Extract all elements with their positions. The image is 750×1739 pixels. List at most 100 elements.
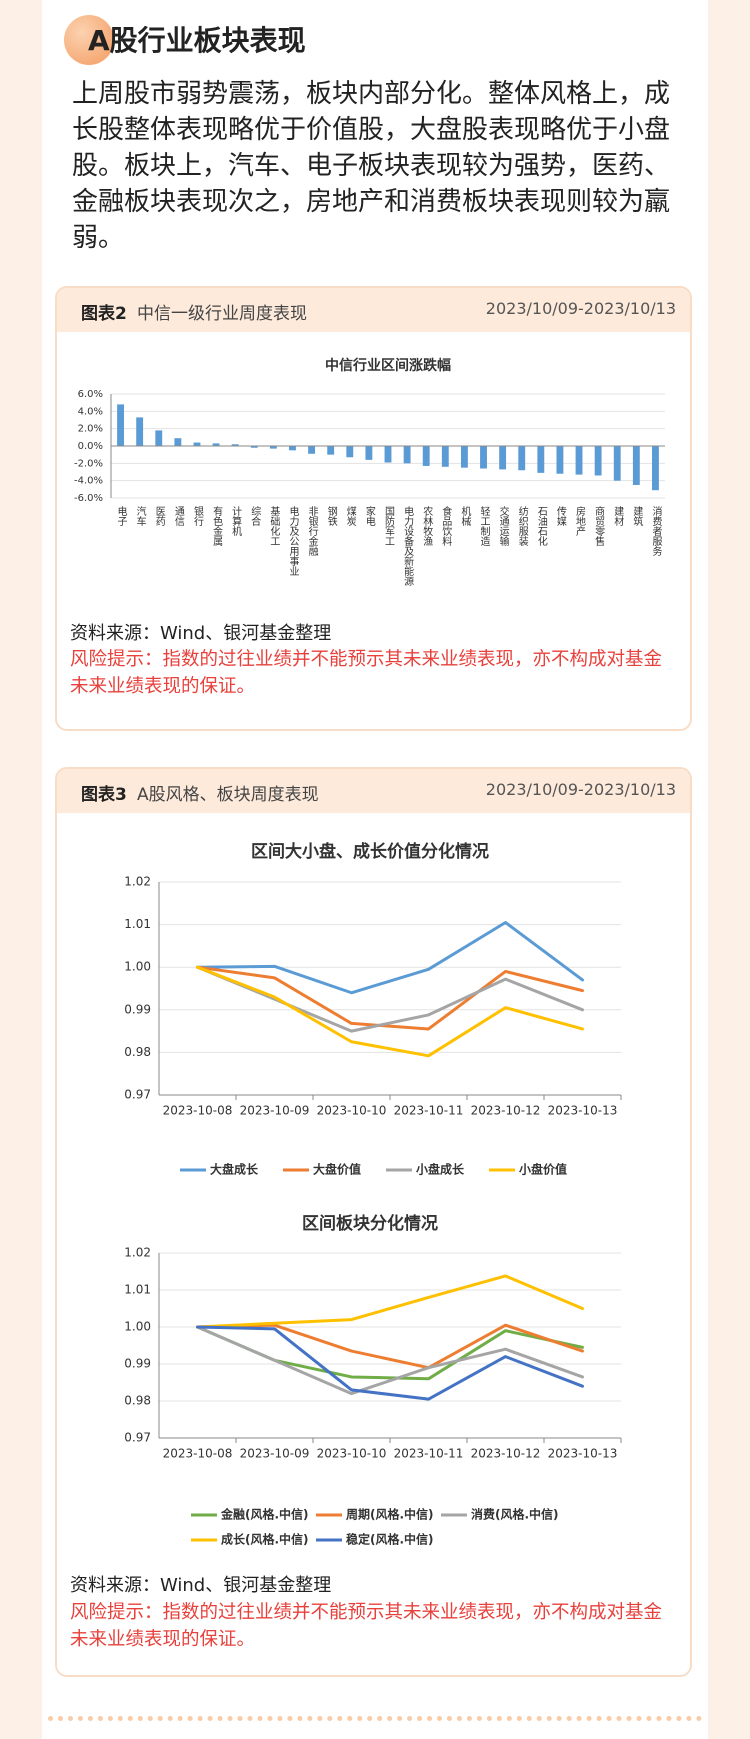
x-tick-label: 基础化工 bbox=[268, 505, 280, 546]
x-tick-label: 2023-10-12 bbox=[471, 1447, 541, 1461]
series-line bbox=[196, 1323, 584, 1370]
x-tick-label: 纺织服装 bbox=[516, 505, 528, 547]
bar bbox=[212, 443, 220, 446]
x-tick-label: 2023-10-08 bbox=[163, 1104, 233, 1118]
x-tick-label: 农林牧渔 bbox=[421, 505, 433, 547]
bar bbox=[499, 446, 507, 470]
legend-label: 金融(风格.中信) bbox=[220, 1507, 309, 1522]
legend-label: 消费(风格.中信) bbox=[471, 1507, 559, 1522]
legend-label: 大盘价值 bbox=[313, 1162, 361, 1177]
y-tick-label: 1.02 bbox=[124, 1246, 151, 1260]
bar bbox=[422, 446, 430, 466]
y-tick-label: 0.0% bbox=[78, 441, 103, 452]
x-tick-label: 煤炭 bbox=[344, 505, 356, 527]
panel-label: 图表2 bbox=[81, 304, 127, 324]
x-tick-label: 机械 bbox=[459, 505, 471, 527]
y-tick-label: 0.99 bbox=[124, 1002, 151, 1016]
bar bbox=[575, 446, 583, 475]
x-tick-label: 消费者服务 bbox=[650, 505, 662, 557]
y-tick-label: 1.02 bbox=[124, 875, 151, 889]
bar bbox=[155, 430, 163, 446]
source-text: 资料来源：Wind、银河基金整理 bbox=[70, 1575, 332, 1596]
bar bbox=[441, 446, 449, 467]
x-tick-label: 2023-10-10 bbox=[317, 1104, 387, 1118]
panel-date: 2023/10/09-2023/10/13 bbox=[485, 299, 676, 318]
divider bbox=[48, 1716, 702, 1721]
x-tick-label: 钢铁 bbox=[325, 505, 337, 527]
risk-text: 风险提示：指数的过往业绩并不能预示其未来业绩表现，亦不构成对基金未来业绩表现的保… bbox=[70, 1602, 663, 1650]
legend-label: 周期(风格.中信) bbox=[346, 1507, 434, 1522]
x-tick-label: 2023-10-09 bbox=[240, 1447, 310, 1461]
bar bbox=[327, 446, 335, 455]
y-tick-label: 2.0% bbox=[78, 424, 103, 435]
bar bbox=[632, 446, 640, 485]
legend-label: 成长(风格.中信) bbox=[221, 1532, 309, 1547]
panel-header: 图表2 中信一级行业周度表现 2023/10/09-2023/10/13 bbox=[57, 288, 690, 332]
series-line bbox=[196, 1274, 584, 1329]
series-line bbox=[196, 1325, 584, 1401]
x-tick-label: 交通运输 bbox=[497, 505, 509, 547]
bar bbox=[594, 446, 602, 476]
panel-header: 图表3 A股风格、板块周度表现 2023/10/09-2023/10/13 bbox=[57, 769, 690, 813]
chart-title: 中信行业区间涨跌幅 bbox=[325, 357, 451, 374]
panel-label: 图表3 bbox=[81, 785, 127, 805]
bar bbox=[231, 444, 239, 446]
x-tick-label: 2023-10-11 bbox=[394, 1447, 464, 1461]
section-title: A股行业板块表现 bbox=[88, 24, 306, 57]
y-tick-label: 1.01 bbox=[124, 917, 151, 931]
panel-title: 中信一级行业周度表现 bbox=[137, 304, 307, 324]
y-tick-label: 0.97 bbox=[124, 1431, 151, 1445]
x-tick-label: 食品饮料 bbox=[440, 505, 452, 547]
y-tick-label: -4.0% bbox=[74, 476, 103, 487]
y-tick-label: 0.98 bbox=[124, 1394, 151, 1408]
y-tick-label: 4.0% bbox=[78, 406, 103, 417]
x-tick-label: 2023-10-13 bbox=[548, 1447, 618, 1461]
x-tick-label: 电力设备及新能源 bbox=[402, 505, 414, 587]
y-tick-label: 1.00 bbox=[124, 1320, 151, 1334]
legend-label: 小盘价值 bbox=[519, 1162, 567, 1177]
y-tick-label: 0.98 bbox=[124, 1045, 151, 1059]
x-tick-label: 建材 bbox=[612, 505, 624, 526]
x-tick-label: 汽车 bbox=[134, 505, 146, 527]
bar bbox=[518, 446, 526, 471]
x-tick-label: 银行 bbox=[191, 505, 203, 527]
intro-text: 上周股市弱势震荡，板块内部分化。整体风格上，成长股整体表现略优于价值股，大盘股表… bbox=[72, 79, 671, 253]
panel-date: 2023/10/09-2023/10/13 bbox=[485, 780, 676, 799]
bar bbox=[269, 446, 277, 449]
x-tick-label: 国防军工 bbox=[383, 506, 395, 546]
series-line bbox=[196, 965, 584, 1058]
y-tick-label: 6.0% bbox=[78, 389, 103, 400]
bar bbox=[652, 446, 659, 491]
title-decoration bbox=[64, 15, 114, 65]
x-tick-label: 2023-10-11 bbox=[394, 1104, 464, 1118]
series-line bbox=[196, 920, 584, 995]
bar bbox=[365, 446, 373, 460]
x-tick-label: 电子 bbox=[115, 505, 127, 526]
y-tick-label: 1.00 bbox=[124, 960, 151, 974]
bar bbox=[117, 404, 124, 446]
series-line bbox=[196, 965, 584, 1033]
bar bbox=[480, 446, 487, 469]
x-tick-label: 2023-10-13 bbox=[548, 1104, 618, 1118]
series-line bbox=[196, 1325, 584, 1396]
panel: 图表2 中信一级行业周度表现 2023/10/09-2023/10/13 bbox=[55, 286, 692, 731]
x-tick-label: 轻工制造 bbox=[478, 505, 490, 546]
bar bbox=[289, 446, 296, 451]
y-tick-label: 1.01 bbox=[124, 1283, 151, 1297]
y-tick-label: -2.0% bbox=[74, 458, 103, 469]
y-tick-label: 0.99 bbox=[124, 1357, 151, 1371]
x-tick-label: 有色金属 bbox=[211, 505, 223, 547]
legend-label: 大盘成长 bbox=[210, 1162, 259, 1177]
risk-text: 风险提示：指数的过往业绩并不能预示其未来业绩表现，亦不构成对基金未来业绩表现的保… bbox=[70, 649, 663, 697]
chart-title: 区间大小盘、成长价值分化情况 bbox=[251, 841, 489, 862]
x-tick-label: 计算机 bbox=[230, 505, 242, 537]
bar bbox=[384, 446, 392, 463]
x-tick-label: 建筑 bbox=[631, 505, 643, 526]
bar bbox=[346, 446, 354, 458]
chart-title: 区间板块分化情况 bbox=[302, 1213, 438, 1234]
legend-label: 稳定(风格.中信) bbox=[346, 1532, 434, 1547]
x-tick-label: 2023-10-08 bbox=[163, 1447, 233, 1461]
bar bbox=[537, 446, 545, 473]
bar bbox=[556, 446, 564, 474]
